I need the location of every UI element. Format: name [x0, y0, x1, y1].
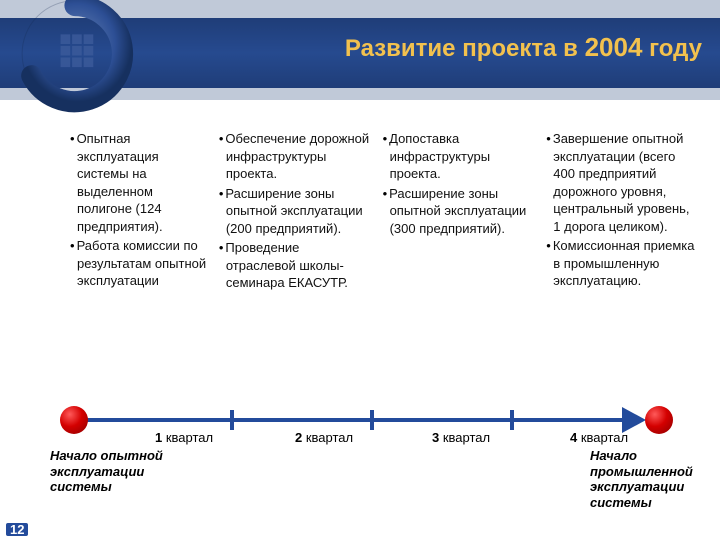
quarter-label-3: 3 квартал [432, 430, 490, 445]
bullet-item: Расширение зоны опытной эксплуатации (30… [383, 185, 537, 238]
quarter-number: 4 [570, 430, 581, 445]
bullet-item: Комиссионная приемка в промышленную эксп… [546, 237, 700, 290]
timeline-tick [230, 410, 234, 430]
bullet-item: Допоставка инфраструктуры проекта. [383, 130, 537, 183]
quarter-word: квартал [581, 430, 628, 445]
quarter-word: квартал [443, 430, 490, 445]
quarter-label-4: 4 квартал [570, 430, 628, 445]
header: Развитие проекта в 2004 году [0, 0, 720, 110]
bullet-item: Опытная эксплуатация системы на выделенн… [70, 130, 209, 235]
timeline-start-dot-icon [60, 406, 88, 434]
quarter-number: 2 [295, 430, 306, 445]
timeline-end-dot-icon [645, 406, 673, 434]
bullet-item: Завершение опытной эксплуатации (всего 4… [546, 130, 700, 235]
column-q1: Опытная эксплуатация системы на выделенн… [70, 130, 209, 294]
quarter-word: квартал [306, 430, 353, 445]
milestone-start: Начало опытной эксплуатации системы [50, 448, 190, 495]
slide-title: Развитие проекта в 2004 году [345, 32, 702, 63]
timeline-tick [370, 410, 374, 430]
timeline-line [80, 418, 630, 422]
title-year: 2004 [585, 32, 643, 62]
quarter-number: 3 [432, 430, 443, 445]
column-q4: Завершение опытной эксплуатации (всего 4… [546, 130, 700, 294]
bullet-item: Работа комиссии по результатам опытной э… [70, 237, 209, 290]
title-post: году [642, 35, 702, 62]
column-q2: Обеспечение дорожной инфраструктуры прое… [219, 130, 373, 294]
title-pre: Развитие проекта в [345, 35, 585, 62]
quarter-label-2: 2 квартал [295, 430, 353, 445]
quarter-label-1: 1 квартал [155, 430, 213, 445]
bullet-item: Проведение отраслевой школы-семинара ЕКА… [219, 239, 373, 292]
quarter-word: квартал [166, 430, 213, 445]
quarter-columns: Опытная эксплуатация системы на выделенн… [70, 130, 700, 294]
bullet-item: Обеспечение дорожной инфраструктуры прое… [219, 130, 373, 183]
timeline-tick [510, 410, 514, 430]
column-q3: Допоставка инфраструктуры проекта.Расшир… [383, 130, 537, 294]
quarter-number: 1 [155, 430, 166, 445]
logo-icon [10, 0, 140, 119]
page-number: 12 [6, 523, 28, 536]
bullet-item: Расширение зоны опытной эксплуатации (20… [219, 185, 373, 238]
milestone-end: Начало промышленной эксплуатации системы [590, 448, 715, 510]
